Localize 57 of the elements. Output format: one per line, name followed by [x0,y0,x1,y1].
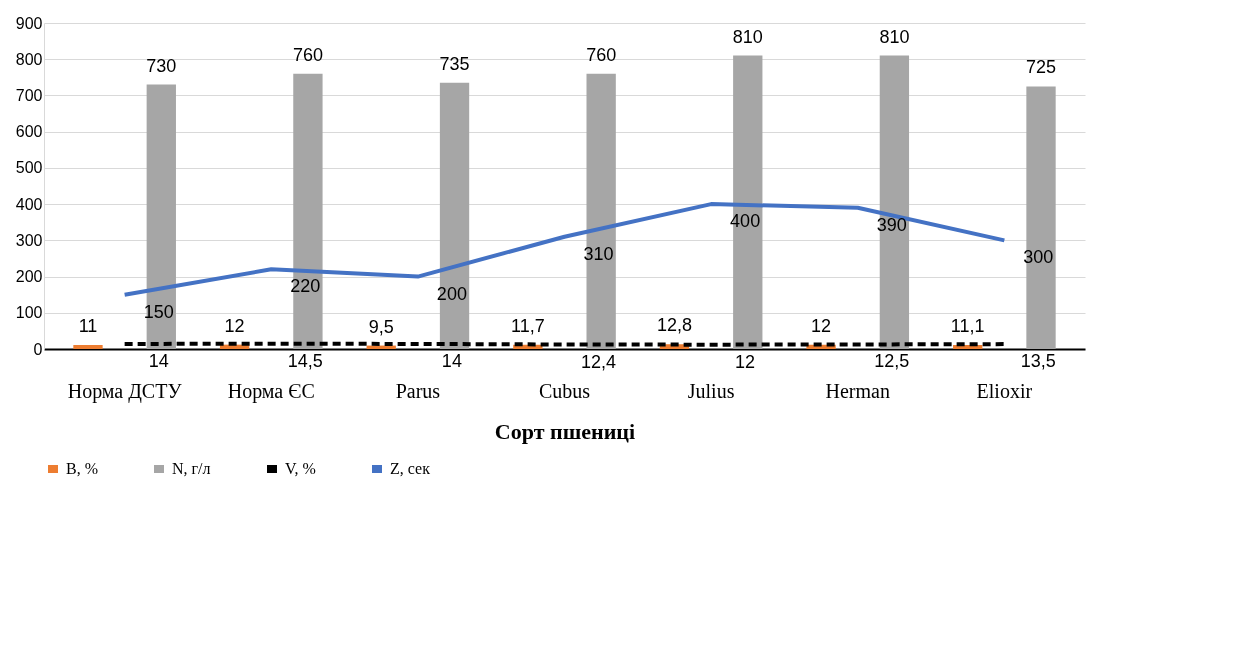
data-label: 760 [586,44,617,65]
data-label: 730 [146,55,177,76]
bar [146,84,176,349]
y-tick-label: 200 [15,268,43,286]
bar [879,55,910,349]
data-label: 11,7 [510,315,545,336]
y-tick-label: 700 [15,86,43,104]
legend-label: Z, сек [390,460,431,477]
bar [73,345,103,349]
data-label: 14,5 [287,350,323,371]
data-label: 12 [811,315,832,336]
y-tick-label: 100 [15,304,43,322]
data-label: 12 [735,351,756,372]
data-label: 760 [292,44,323,65]
data-label: 11 [78,316,98,337]
y-tick-label: 900 [15,14,43,32]
x-tick-label: Норма ДСТУ [67,379,183,403]
data-label: 12,5 [874,351,910,372]
data-label: 400 [730,211,761,232]
x-tick-label: Норма ЄС [227,379,315,403]
legend-label: V, % [285,460,316,477]
y-tick-label: 300 [15,231,43,249]
legend-label: B, % [66,460,98,477]
data-label: 14 [148,350,169,371]
data-label: 300 [1023,247,1054,268]
data-label: 810 [732,26,763,47]
bar [293,73,323,349]
data-label: 12,8 [656,315,692,336]
data-label: 11,1 [950,315,985,336]
data-label: 810 [879,26,910,47]
y-tick-label: 0 [33,340,43,358]
data-label: 310 [583,243,614,264]
data-label: 14 [441,350,462,371]
data-label: 13,5 [1020,351,1056,372]
data-label: 12,4 [580,351,617,372]
data-label: 12 [224,315,245,336]
x-tick-label: Herman [825,379,890,402]
y-tick-label: 400 [15,195,43,213]
y-tick-label: 500 [15,159,43,177]
y-tick-label: 800 [15,50,43,68]
legend-label: N, г/л [172,460,211,477]
data-label: 9,5 [368,316,394,337]
data-label: 220 [290,276,321,297]
data-label: 735 [439,53,470,74]
x-tick-label: Julius [687,379,735,402]
bar [586,73,616,349]
x-tick-label: Elioxir [976,379,1033,402]
data-label: 725 [1025,57,1057,78]
x-axis-title: Сорт пшениці [494,418,636,444]
data-label: 150 [143,301,174,322]
data-label: 390 [876,214,907,235]
data-label: 200 [436,283,467,304]
x-tick-label: Cubus [538,379,591,402]
bar [1026,86,1056,349]
x-tick-label: Parus [395,379,441,402]
bar [439,82,470,349]
y-tick-label: 600 [15,123,43,141]
